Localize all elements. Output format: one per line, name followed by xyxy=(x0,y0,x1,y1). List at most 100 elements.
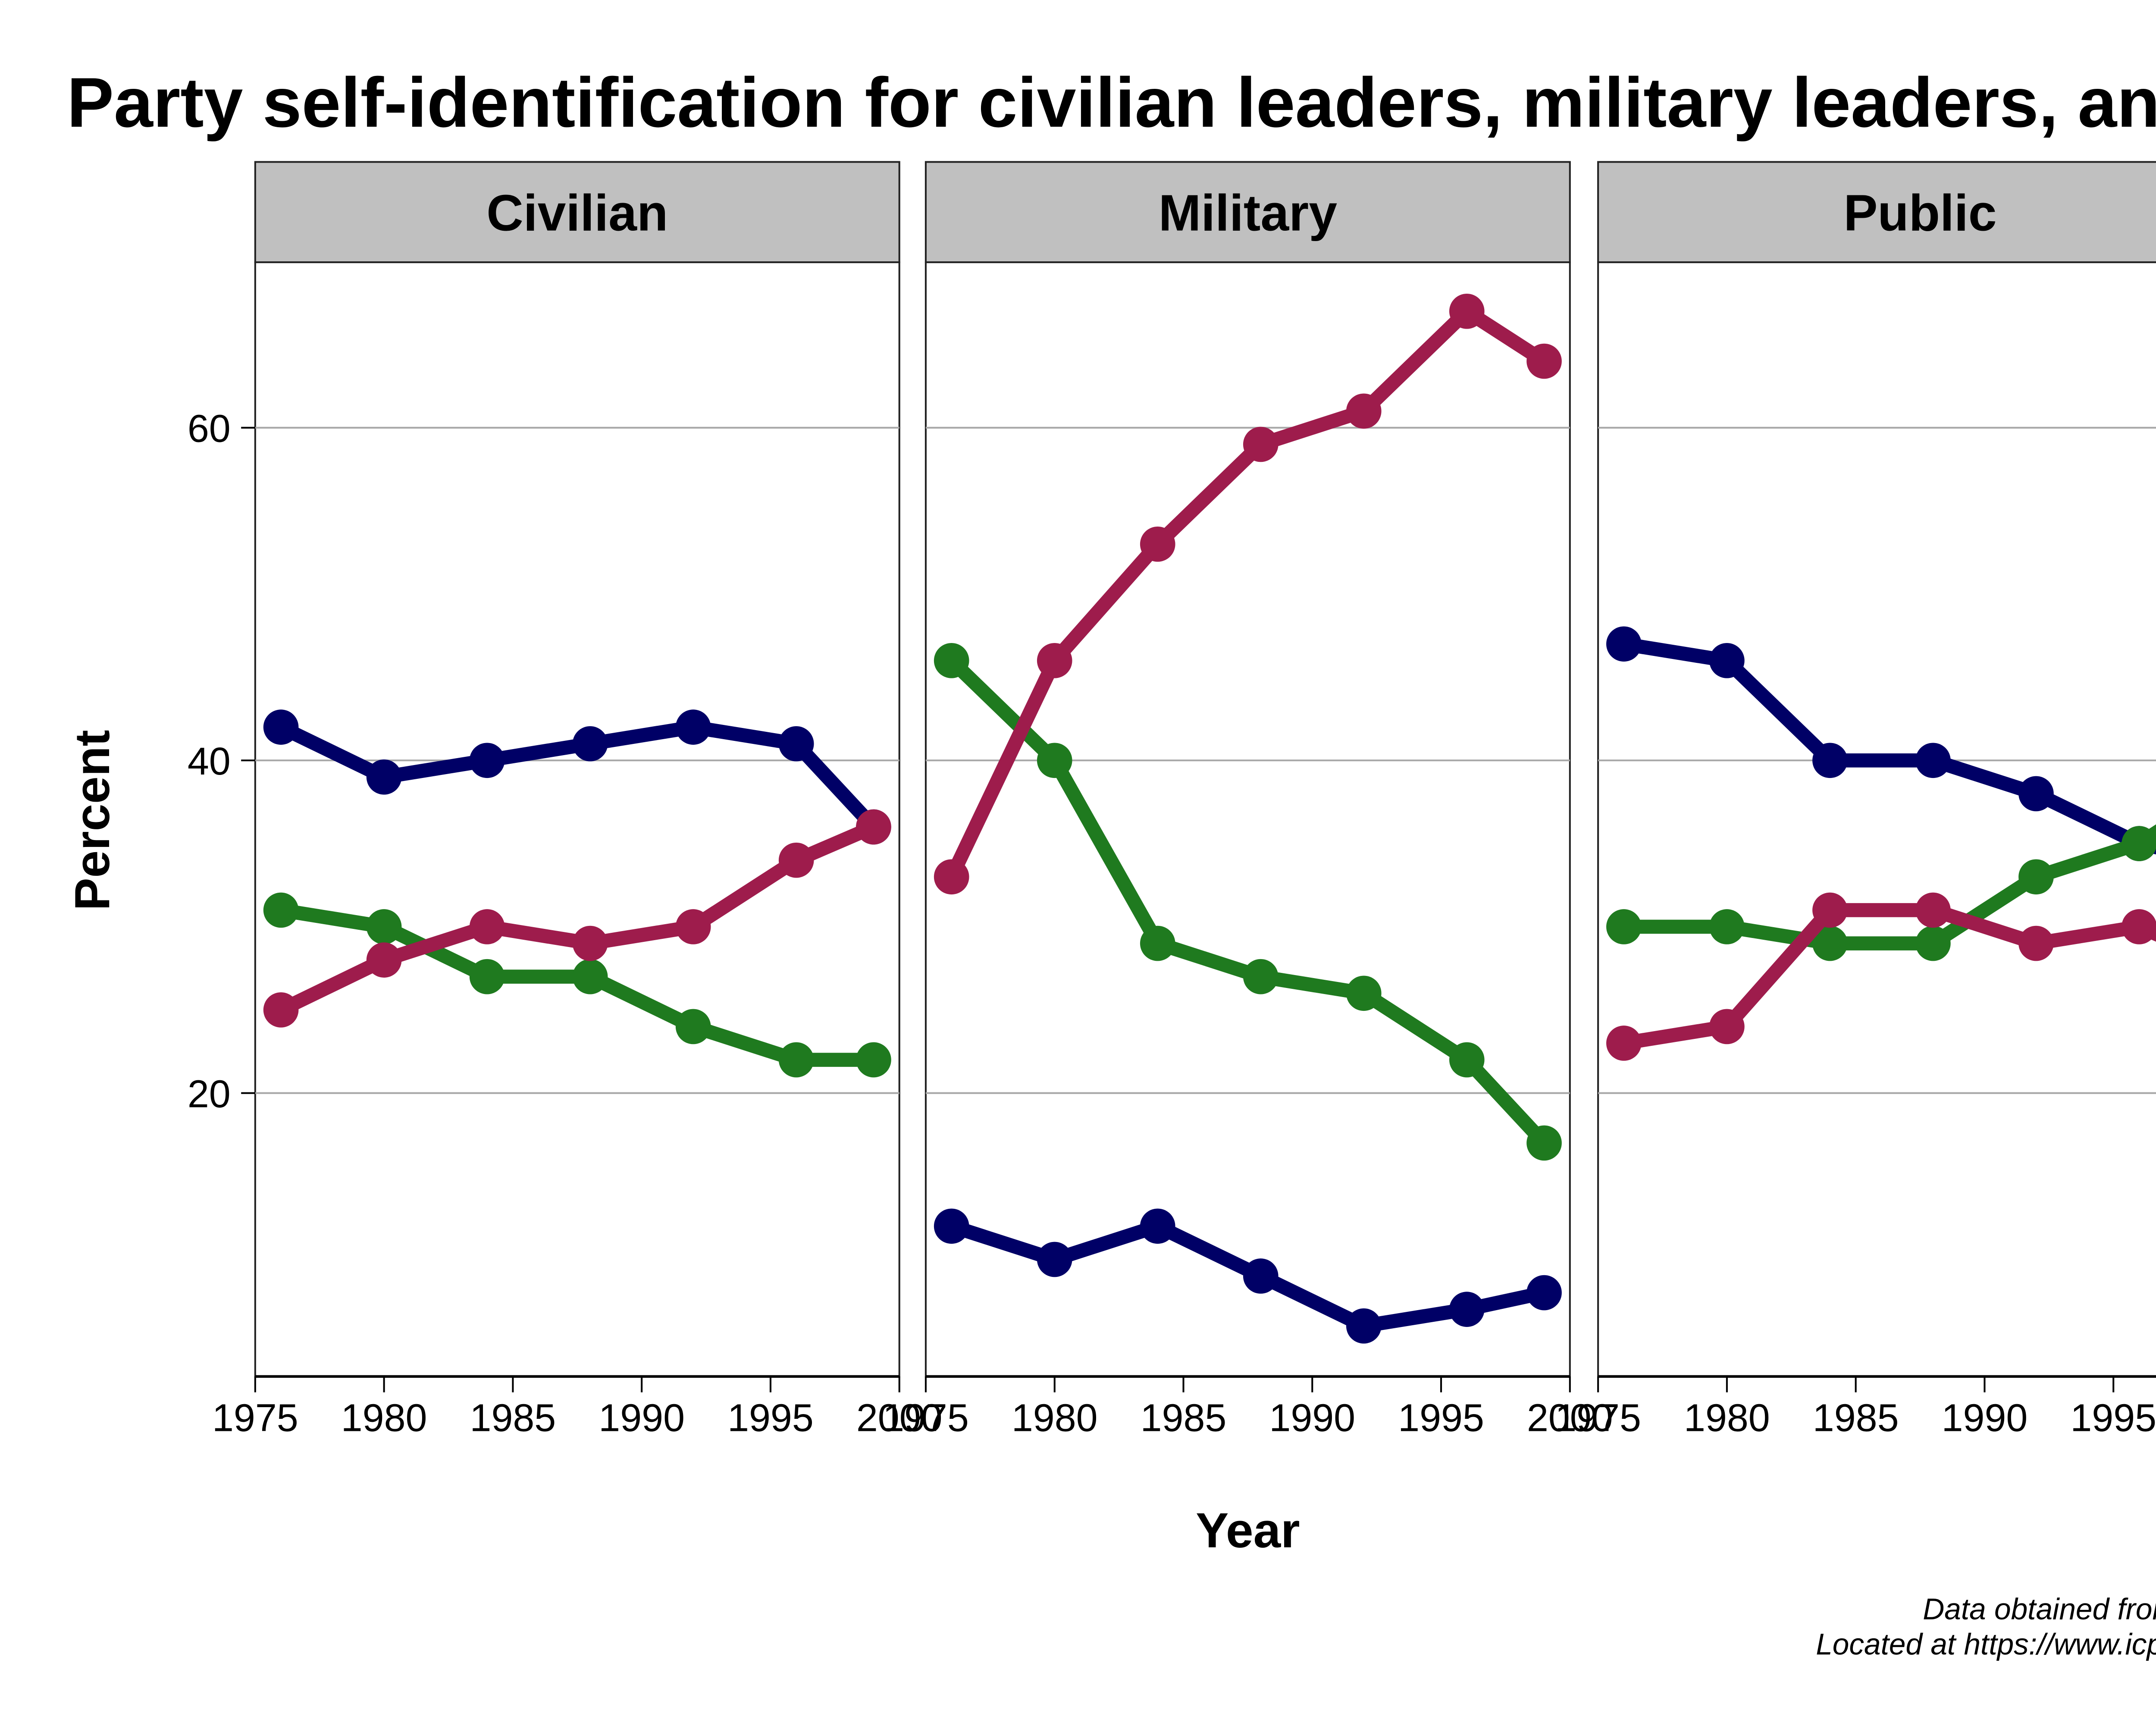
series-independent xyxy=(1606,824,2156,961)
x-tick-label: 1995 xyxy=(2070,1396,2156,1440)
x-tick-label: 1990 xyxy=(599,1396,685,1440)
data-point-democrat xyxy=(366,759,402,795)
data-point-democrat xyxy=(2018,776,2054,812)
data-point-independent xyxy=(1037,743,1072,778)
strip-background xyxy=(1597,161,2156,263)
strip-label: Public xyxy=(1843,185,1996,242)
data-point-republican xyxy=(572,925,608,961)
x-tick-label: 1980 xyxy=(1684,1396,1770,1440)
plot-area xyxy=(924,261,1571,1377)
data-point-republican xyxy=(1526,343,1562,379)
x-axis-title: Year xyxy=(1196,1503,1300,1558)
data-point-independent xyxy=(1449,1042,1485,1078)
data-point-republican xyxy=(2018,925,2054,961)
data-point-democrat xyxy=(572,726,608,762)
data-point-democrat xyxy=(469,743,505,778)
series-democrat xyxy=(263,709,891,845)
data-point-republican xyxy=(1449,294,1485,329)
data-point-democrat xyxy=(1037,1242,1072,1277)
data-point-independent xyxy=(2018,859,2054,895)
data-point-republican xyxy=(778,842,814,878)
data-point-republican xyxy=(856,809,891,845)
data-point-independent xyxy=(1140,925,1175,961)
x-tick-label: 1995 xyxy=(1398,1396,1484,1440)
series-republican xyxy=(934,294,1562,895)
data-point-republican xyxy=(263,992,299,1028)
chart-title: Party self-identification for civilian l… xyxy=(67,63,2156,142)
x-tick-label: 1975 xyxy=(212,1396,298,1440)
y-tick-label: 60 xyxy=(188,407,231,450)
plot-area xyxy=(1597,261,2156,1377)
data-point-democrat xyxy=(1915,743,1951,778)
data-point-democrat xyxy=(778,726,814,762)
data-point-republican xyxy=(469,909,505,944)
data-point-democrat xyxy=(1526,1275,1562,1311)
data-point-democrat xyxy=(1346,1308,1382,1344)
data-point-independent xyxy=(856,1042,891,1078)
data-point-republican xyxy=(1812,892,1848,928)
caption-line-1: Data obtained from the Foreign Policy Le… xyxy=(1923,1592,2156,1626)
x-tick-label: 1990 xyxy=(1942,1396,2028,1440)
data-point-democrat xyxy=(675,709,711,745)
data-point-republican xyxy=(1346,393,1382,429)
panel-public: Public197519801985199019952000 xyxy=(1555,161,2156,1440)
data-point-independent xyxy=(366,909,402,944)
x-tick-label: 1975 xyxy=(1555,1396,1641,1440)
data-point-democrat xyxy=(1709,643,1745,678)
data-point-republican xyxy=(366,942,402,978)
strip-background xyxy=(254,161,900,263)
y-tick-label: 20 xyxy=(188,1073,231,1116)
x-tick-label: 2000 xyxy=(1527,1396,1613,1440)
data-point-democrat xyxy=(934,1208,969,1244)
data-point-republican xyxy=(1243,427,1279,462)
series-democrat xyxy=(934,1208,1562,1344)
data-point-democrat xyxy=(1449,1292,1485,1327)
strip-label: Civilian xyxy=(486,185,668,242)
strip-background xyxy=(924,161,1571,263)
data-point-independent xyxy=(1606,909,1642,944)
data-point-independent xyxy=(572,959,608,994)
data-point-independent xyxy=(1526,1125,1562,1161)
plot-area xyxy=(254,261,900,1377)
data-point-republican xyxy=(1037,643,1072,678)
series-republican xyxy=(263,809,891,1028)
y-axis-title: Percent xyxy=(65,730,120,910)
data-point-republican xyxy=(1709,1009,1745,1044)
series-independent xyxy=(934,643,1562,1161)
x-tick-label: 1985 xyxy=(1813,1396,1899,1440)
data-point-republican xyxy=(675,909,711,944)
data-point-republican xyxy=(1140,527,1175,562)
data-point-republican xyxy=(2122,909,2156,944)
data-point-independent xyxy=(469,959,505,994)
data-point-republican xyxy=(1915,892,1951,928)
data-point-independent xyxy=(1243,959,1279,994)
data-point-independent xyxy=(1709,909,1745,944)
panel-military: Military 1975 1980 1985 1990 1995 2000 xyxy=(883,161,1613,1440)
series-independent xyxy=(263,892,891,1078)
data-point-independent xyxy=(1346,975,1382,1011)
x-tick-label: 1985 xyxy=(470,1396,556,1440)
data-point-democrat xyxy=(263,709,299,745)
data-point-independent xyxy=(934,643,969,678)
data-point-democrat xyxy=(1606,626,1642,662)
data-point-democrat xyxy=(1140,1208,1175,1244)
strip-label: Military xyxy=(1159,185,1338,242)
x-tick-label: 1990 xyxy=(1269,1396,1355,1440)
x-tick-label: 1985 xyxy=(1141,1396,1227,1440)
data-point-independent xyxy=(1812,925,1848,961)
data-point-democrat xyxy=(1243,1258,1279,1294)
data-point-independent xyxy=(778,1042,814,1078)
data-point-independent xyxy=(263,892,299,928)
data-point-independent xyxy=(1915,925,1951,961)
data-point-republican xyxy=(934,859,969,895)
x-tick-label: 1995 xyxy=(727,1396,814,1440)
caption-line-2: Located at https://www.icpsr.umich.edu/w… xyxy=(1816,1628,2156,1661)
data-point-democrat xyxy=(1812,743,1848,778)
x-tick-label: 1980 xyxy=(341,1396,427,1440)
y-tick-label: 40 xyxy=(188,740,231,783)
x-tick-label: 1975 xyxy=(883,1396,969,1440)
series-republican xyxy=(1606,892,2156,1061)
facet-panels: Civilian 20 40 60 1975 1980 1985 1990 1995 2000 Mi… xyxy=(188,161,2156,1440)
panel-civilian: Civilian 20 40 60 1975 1980 1985 1990 1995 2000 xyxy=(188,161,943,1440)
